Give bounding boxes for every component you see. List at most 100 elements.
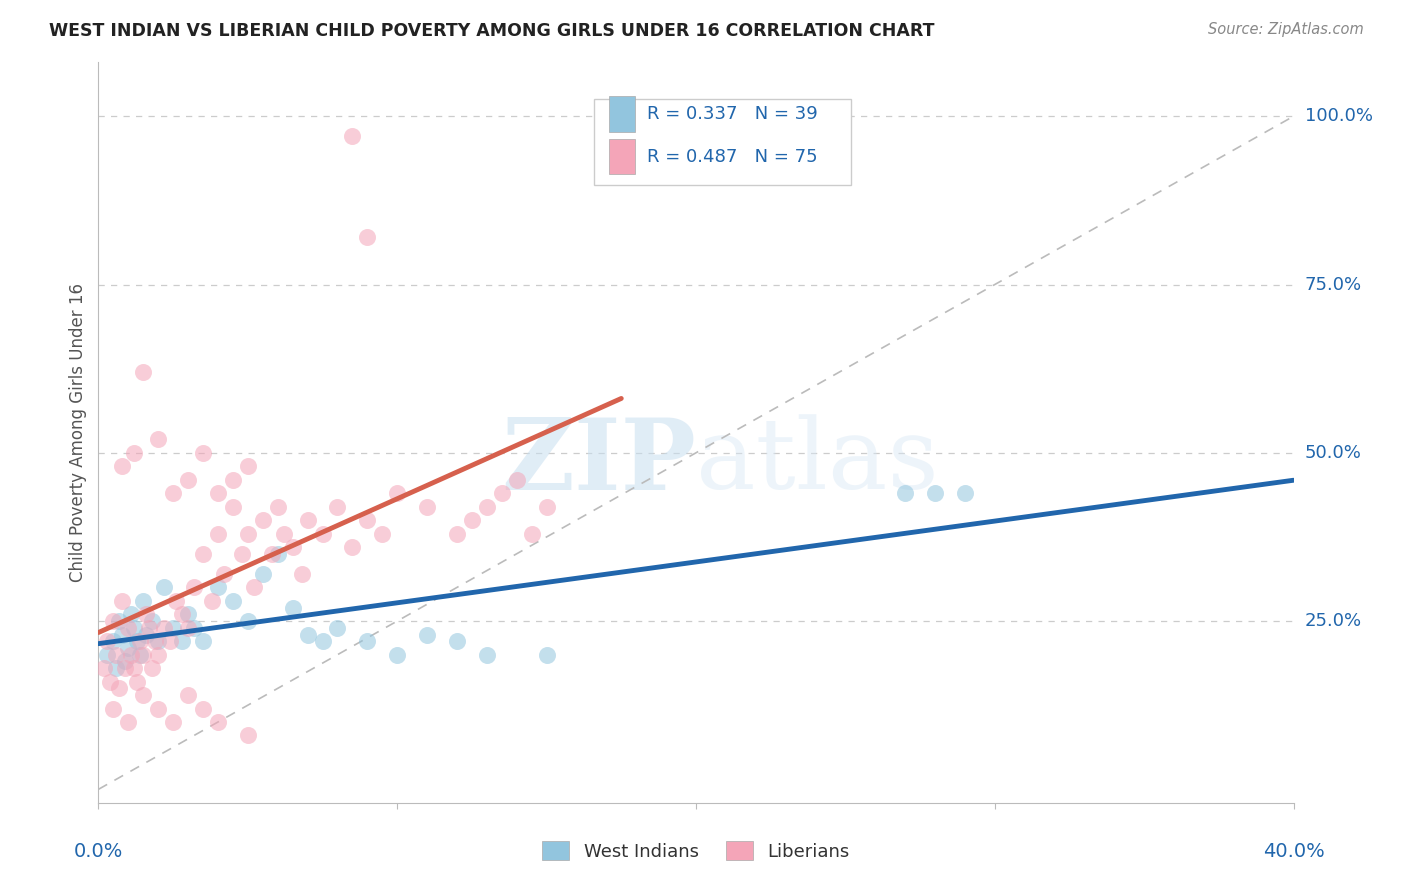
Point — [461, 513, 484, 527]
Point — [385, 648, 409, 662]
Point — [165, 594, 187, 608]
Point — [114, 661, 136, 675]
Point — [506, 473, 529, 487]
Point — [475, 648, 498, 662]
Point — [183, 621, 205, 635]
Text: 0.0%: 0.0% — [73, 842, 124, 861]
Point — [236, 526, 259, 541]
Point — [103, 614, 125, 628]
Point — [96, 648, 118, 662]
Point — [117, 621, 139, 635]
Point — [342, 540, 364, 554]
Point — [491, 486, 513, 500]
Point — [172, 607, 194, 622]
Point — [281, 540, 304, 554]
Text: atlas: atlas — [696, 415, 939, 510]
Point — [201, 594, 224, 608]
Point — [291, 566, 314, 581]
Point — [162, 714, 184, 729]
Point — [191, 634, 214, 648]
Point — [475, 500, 498, 514]
Point — [260, 547, 283, 561]
Point — [129, 634, 152, 648]
Point — [159, 634, 181, 648]
Point — [520, 526, 543, 541]
Point — [177, 607, 200, 622]
Point — [117, 714, 139, 729]
Point — [446, 634, 468, 648]
Point — [385, 486, 409, 500]
Point — [93, 661, 115, 675]
Point — [311, 526, 333, 541]
Point — [120, 607, 142, 622]
Point — [207, 486, 229, 500]
Point — [297, 627, 319, 641]
Point — [297, 513, 319, 527]
Point — [191, 701, 214, 715]
Point — [356, 634, 378, 648]
Point — [207, 526, 229, 541]
Point — [236, 729, 259, 743]
Point — [177, 688, 200, 702]
Point — [108, 614, 131, 628]
Point — [117, 640, 139, 655]
Point — [148, 634, 170, 648]
Point — [132, 365, 155, 379]
Point — [132, 688, 155, 702]
Text: 25.0%: 25.0% — [1305, 612, 1362, 630]
Point — [129, 648, 152, 662]
Point — [243, 581, 266, 595]
Point — [267, 500, 290, 514]
Point — [326, 621, 349, 635]
Point — [148, 701, 170, 715]
Point — [252, 513, 274, 527]
Point — [124, 621, 146, 635]
Point — [236, 614, 259, 628]
Text: ZIP: ZIP — [501, 414, 696, 511]
Legend: West Indians, Liberians: West Indians, Liberians — [536, 834, 856, 868]
Point — [326, 500, 349, 514]
Point — [207, 581, 229, 595]
Point — [536, 500, 558, 514]
Point — [236, 459, 259, 474]
Point — [446, 526, 468, 541]
Point — [138, 621, 160, 635]
Point — [111, 459, 134, 474]
Point — [894, 486, 917, 500]
Point — [536, 648, 558, 662]
Point — [191, 547, 214, 561]
Text: R = 0.487   N = 75: R = 0.487 N = 75 — [647, 147, 818, 166]
Point — [191, 446, 214, 460]
Point — [222, 473, 245, 487]
Text: 100.0%: 100.0% — [1305, 107, 1372, 125]
Point — [924, 486, 946, 500]
Point — [183, 581, 205, 595]
Point — [231, 547, 253, 561]
Point — [111, 594, 134, 608]
Point — [132, 594, 155, 608]
Point — [124, 661, 146, 675]
Point — [212, 566, 235, 581]
Point — [162, 486, 184, 500]
Point — [124, 446, 146, 460]
Point — [267, 547, 290, 561]
Point — [252, 566, 274, 581]
Point — [153, 581, 176, 595]
Point — [96, 634, 118, 648]
Point — [135, 627, 157, 641]
Point — [177, 473, 200, 487]
FancyBboxPatch shape — [609, 139, 636, 174]
Point — [143, 634, 166, 648]
Point — [222, 500, 245, 514]
Point — [111, 627, 134, 641]
Point — [127, 674, 149, 689]
Text: 50.0%: 50.0% — [1305, 444, 1361, 462]
Point — [105, 648, 128, 662]
Text: Source: ZipAtlas.com: Source: ZipAtlas.com — [1208, 22, 1364, 37]
Point — [148, 648, 170, 662]
Point — [132, 648, 155, 662]
Point — [103, 634, 125, 648]
Point — [416, 627, 439, 641]
Point — [356, 513, 378, 527]
Point — [98, 674, 122, 689]
